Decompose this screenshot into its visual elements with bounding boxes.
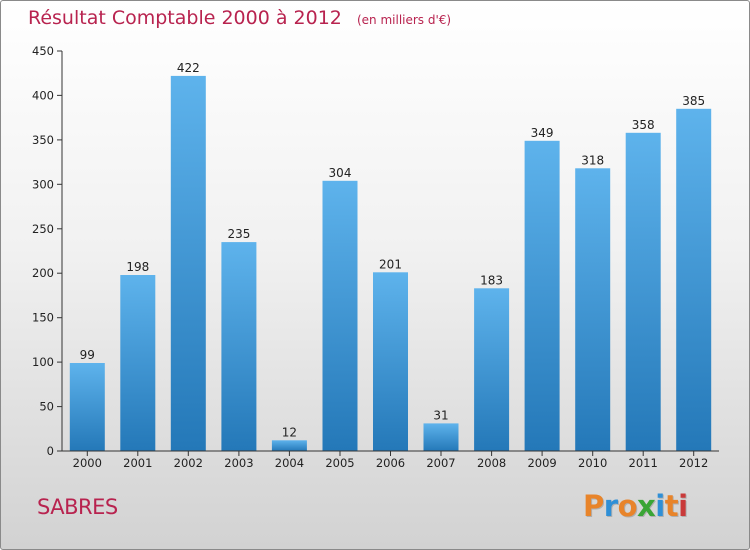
value-label-2010: 318: [581, 153, 604, 167]
chart-subtitle: (en milliers d'€): [356, 13, 452, 27]
y-tick-label-100: 100: [32, 355, 54, 369]
y-tick-label-150: 150: [32, 311, 54, 325]
y-tick-label-50: 50: [39, 400, 54, 414]
title-row: Résultat Comptable 2000 à 2012 (en milli…: [28, 7, 451, 29]
bar-2003: [221, 242, 257, 451]
value-label-2011: 358: [632, 118, 655, 132]
x-tick-label-2005: 2005: [325, 456, 354, 470]
x-tick-label-2009: 2009: [527, 456, 556, 470]
value-label-2008: 183: [480, 273, 503, 287]
bar-2011: [625, 132, 661, 452]
y-tick-label-300: 300: [32, 177, 54, 191]
bar-2012: [676, 108, 712, 452]
x-tick-label-2007: 2007: [426, 456, 455, 470]
value-labels: 99 198 422 235 12 304 201 31 183 349 318 358 385: [80, 61, 705, 439]
y-tick-label-400: 400: [32, 88, 54, 102]
commune-name: SABRES: [37, 495, 118, 519]
x-tick-label-2006: 2006: [376, 456, 405, 470]
value-label-2007: 31: [433, 408, 448, 422]
y-tick-label-200: 200: [32, 266, 54, 280]
x-axis: 2000 2001 2002 2003 2004 2005 2006 2007 2008 2009…: [62, 450, 719, 470]
x-tick-label-2003: 2003: [224, 456, 253, 470]
value-label-2012: 385: [682, 94, 705, 108]
y-tick-label-450: 450: [32, 44, 54, 58]
x-tick-label-2004: 2004: [275, 456, 304, 470]
bar-series: [69, 75, 712, 452]
x-tick-label-2002: 2002: [174, 456, 203, 470]
bar-2008: [474, 288, 510, 451]
value-label-2004: 12: [282, 425, 297, 439]
x-tick-label-2008: 2008: [477, 456, 506, 470]
y-tick-label-0: 0: [47, 444, 54, 458]
chart-title: Résultat Comptable 2000 à 2012: [28, 7, 342, 29]
bar-2006: [373, 272, 408, 451]
bar-2010: [575, 168, 611, 452]
y-axis: 0 50 100 150 200 250 300 350 400 450: [32, 44, 63, 458]
bar-2009: [524, 140, 560, 452]
proxiti-logo: Proxiti: [583, 489, 688, 523]
x-tick-label-2001: 2001: [123, 456, 152, 470]
x-tick-label-2000: 2000: [73, 456, 102, 470]
bar-2007: [423, 423, 459, 451]
value-label-2002: 422: [177, 61, 200, 75]
bar-2004: [271, 440, 307, 451]
bar-2002: [170, 75, 206, 452]
x-tick-label-2010: 2010: [578, 456, 607, 470]
x-tick-label-2012: 2012: [679, 456, 708, 470]
bar-2005: [322, 180, 358, 452]
value-label-2005: 304: [329, 166, 352, 180]
y-tick-label-350: 350: [32, 133, 54, 147]
value-label-2000: 99: [80, 348, 95, 362]
value-label-2003: 235: [227, 227, 250, 241]
bar-2001: [120, 275, 156, 451]
bar-2000: [69, 363, 105, 451]
y-tick-label-250: 250: [32, 222, 54, 236]
value-label-2006: 201: [379, 257, 402, 271]
value-label-2009: 349: [531, 126, 554, 140]
value-label-2001: 198: [126, 260, 149, 274]
x-tick-label-2011: 2011: [629, 456, 658, 470]
